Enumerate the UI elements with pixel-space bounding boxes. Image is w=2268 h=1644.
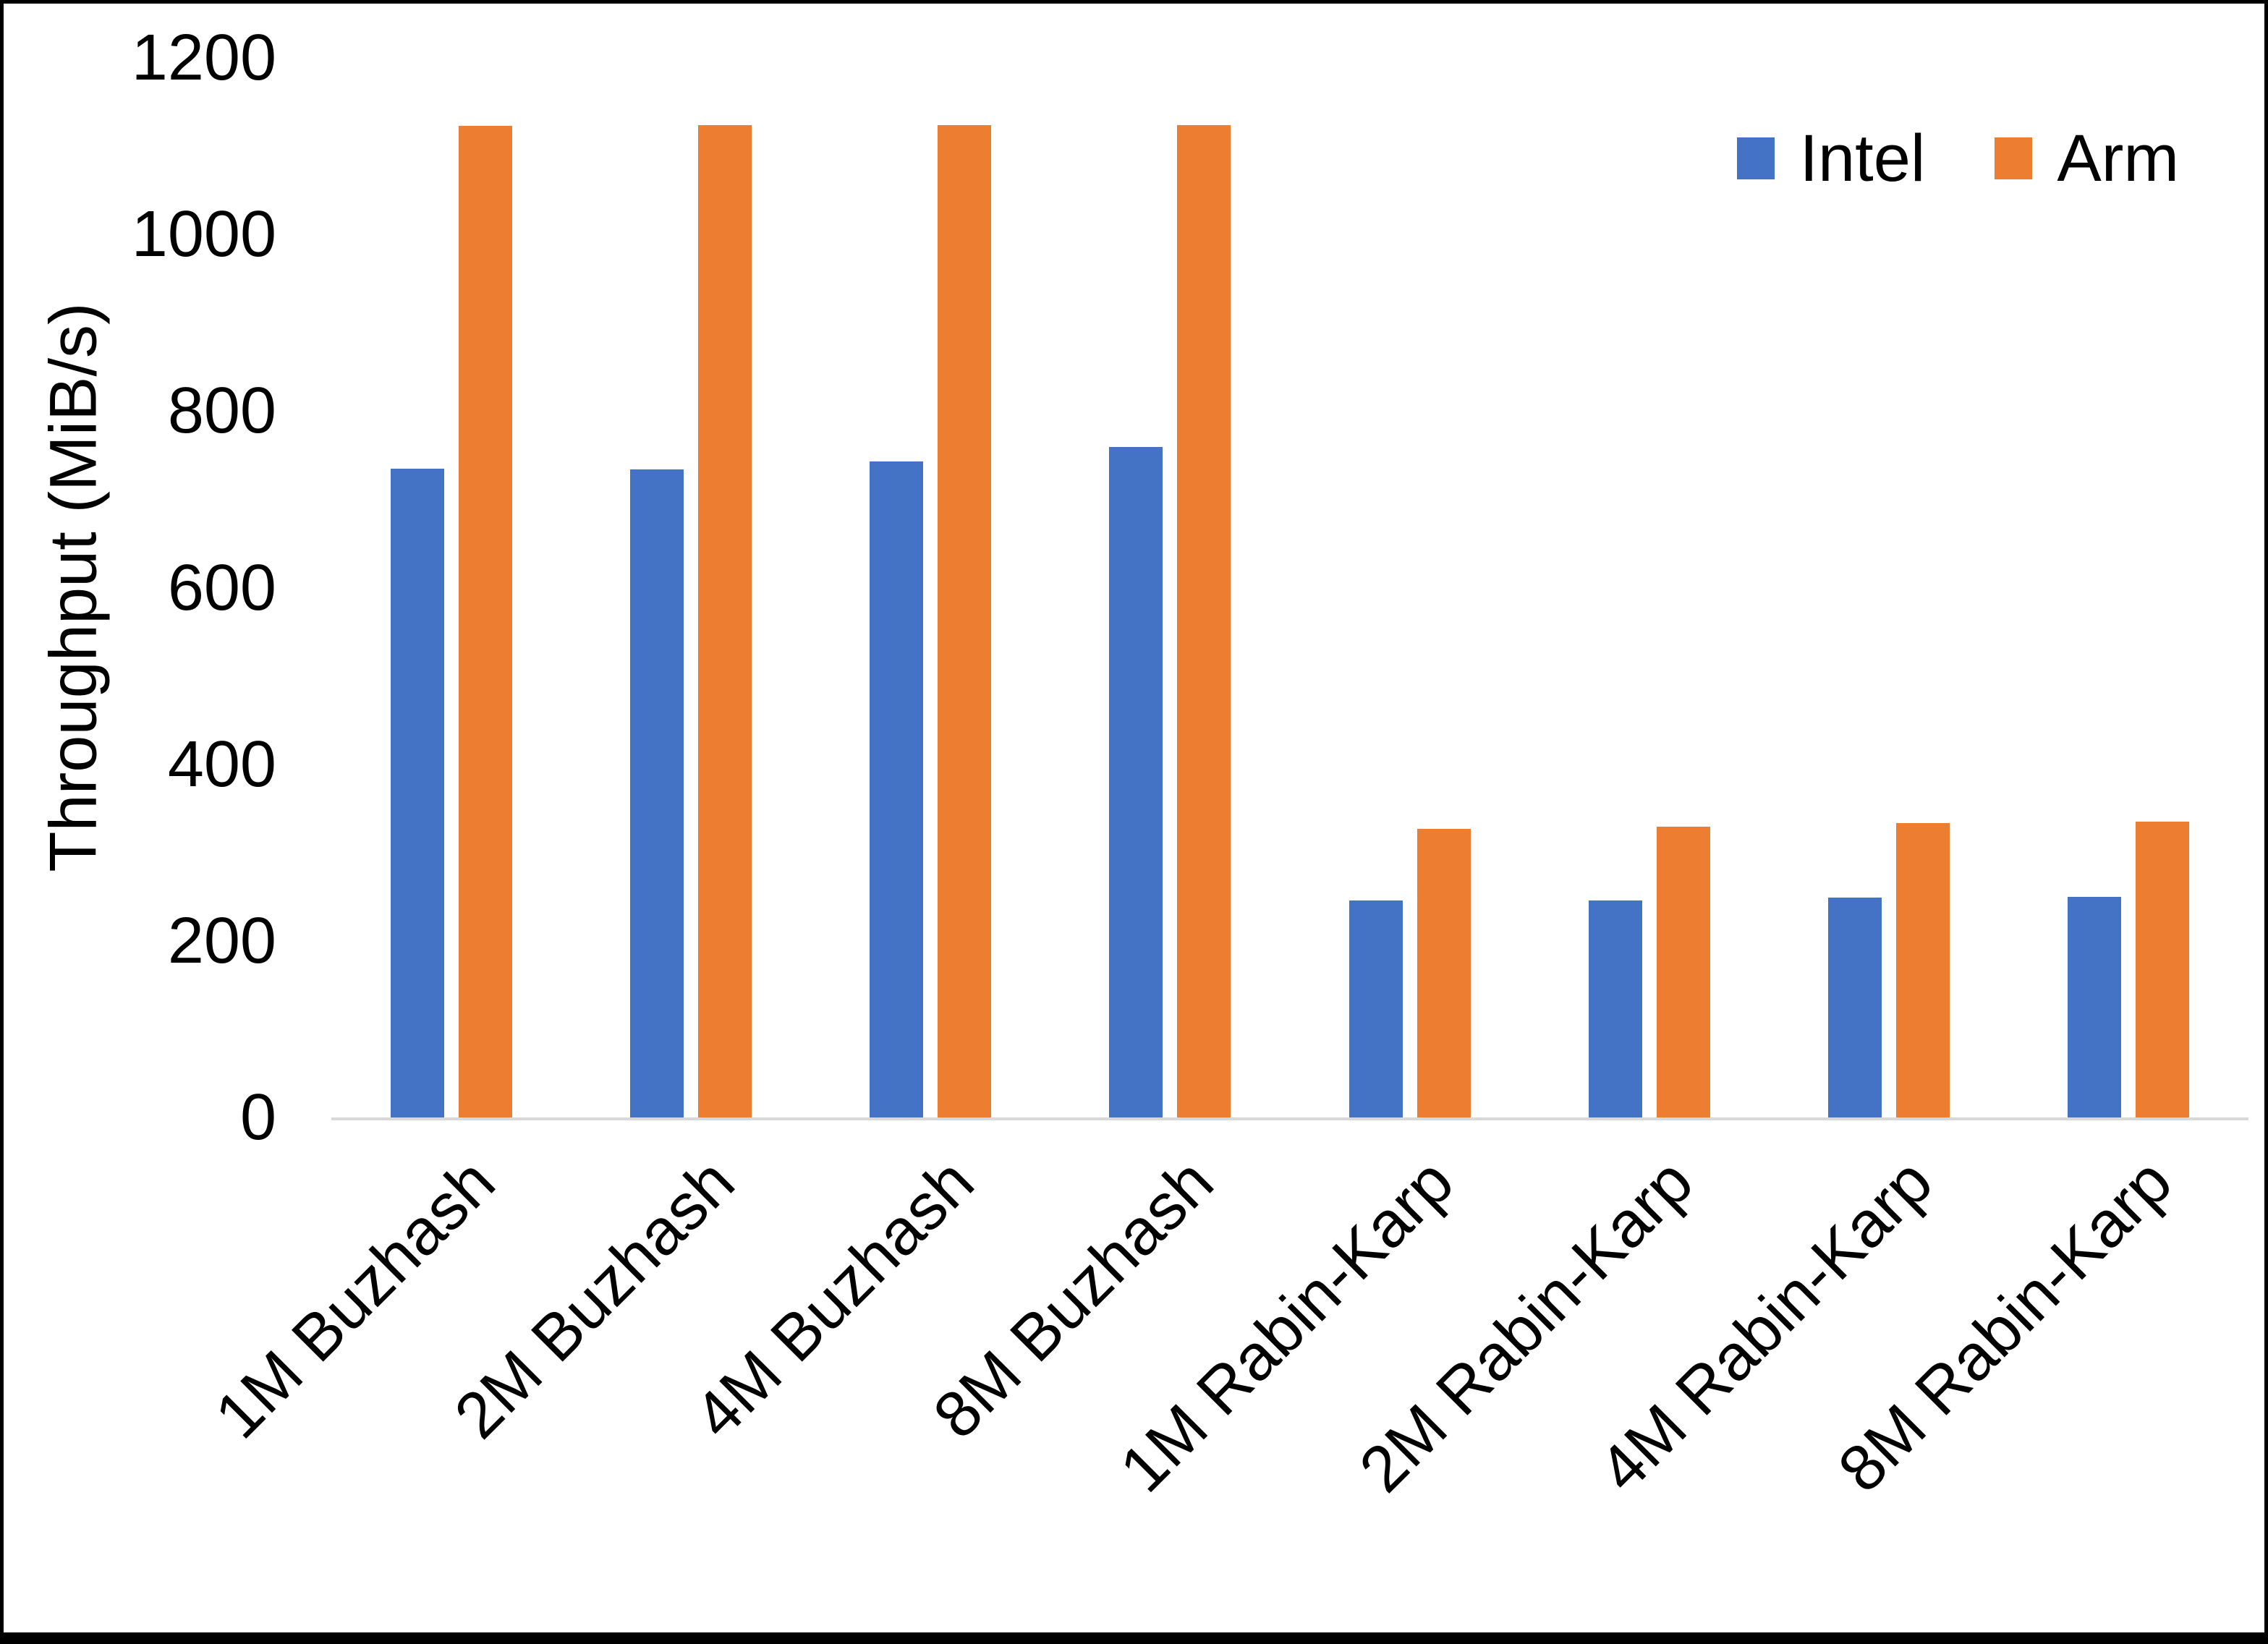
bar-arm-2m-buzhash [697,124,752,1117]
bar-arm-4m-buzhash [938,124,992,1117]
y-tick-label-0: 0 [239,1081,276,1154]
y-tick-label-1200: 1200 [131,22,276,94]
bar-arm-1m-buzhash [458,126,512,1117]
x-axis-line [331,1117,2248,1120]
legend-item-intel: Intel [1737,125,1925,192]
y-tick-label-400: 400 [167,728,276,801]
legend: Intel Arm [1737,125,2179,192]
legend-item-arm: Arm [1995,125,2179,192]
y-tick-label-600: 600 [167,551,276,624]
bar-intel-2m-buzhash [629,469,684,1117]
legend-label-intel: Intel [1799,122,1926,195]
bar-arm-1m-rabin-karp [1417,828,1471,1117]
bar-intel-1m-buzhash [390,468,444,1117]
bar-intel-8m-rabin-karp [2068,896,2122,1117]
y-tick-label-800: 800 [167,375,276,448]
bar-intel-1m-rabin-karp [1349,900,1403,1117]
bar-intel-8m-buzhash [1109,447,1163,1117]
bar-chart: Throughput (MiB/s) 0 200 400 600 800 1000 1200… [4,4,2264,1644]
legend-label-arm: Arm [2057,122,2179,195]
legend-swatch-intel [1737,137,1775,179]
legend-swatch-arm [1995,137,2033,179]
bar-intel-4m-rabin-karp [1828,898,1882,1117]
y-tick-label-1000: 1000 [131,198,276,271]
bar-intel-2m-rabin-karp [1588,900,1642,1117]
y-tick-label-200: 200 [167,904,276,977]
bar-arm-8m-rabin-karp [2136,822,2190,1117]
bar-arm-2m-rabin-karp [1656,827,1710,1117]
page-edge-bar [4,1632,2264,1644]
bar-intel-4m-buzhash [870,461,924,1117]
bar-arm-4m-rabin-karp [1896,823,1950,1117]
bar-arm-8m-buzhash [1177,124,1231,1117]
